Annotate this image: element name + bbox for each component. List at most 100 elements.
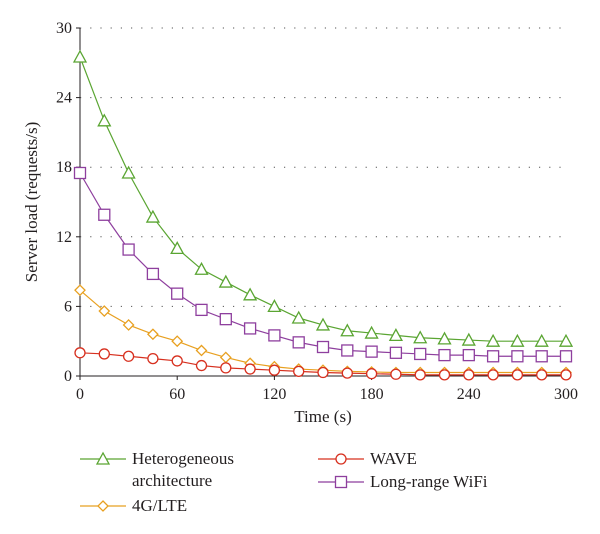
legend-diamond-icon [80, 500, 126, 512]
data-point [122, 243, 135, 256]
data-point [74, 347, 86, 359]
series-long-range-wifi [73, 166, 573, 363]
data-point [511, 369, 524, 381]
y-tick-label: 30 [56, 20, 72, 37]
series-4g-lte [74, 284, 572, 379]
data-point [121, 165, 136, 179]
data-point [510, 333, 525, 347]
data-point [413, 330, 428, 344]
x-tick-label: 180 [360, 386, 384, 403]
data-point [462, 348, 475, 362]
data-point [243, 287, 258, 301]
data-point [194, 261, 209, 275]
legend-label-heterogeneous-line1: Heterogeneous [132, 449, 234, 468]
data-point [389, 346, 403, 359]
y-tick-label: 0 [64, 368, 72, 385]
data-point [315, 317, 331, 331]
x-tick-label: 300 [554, 386, 578, 403]
data-point [170, 241, 185, 255]
data-point [461, 332, 476, 346]
x-tick-label: 120 [262, 386, 286, 403]
data-point [219, 351, 232, 364]
data-point [146, 267, 160, 281]
data-point [535, 350, 548, 363]
data-point [558, 333, 574, 347]
data-point [414, 347, 427, 361]
data-point [341, 367, 353, 379]
data-point [536, 369, 548, 381]
data-point [98, 208, 111, 221]
series-wave [74, 347, 572, 381]
legend-marker [95, 451, 111, 465]
x-tick-label: 240 [457, 386, 481, 403]
data-point [171, 287, 184, 300]
data-point [438, 348, 451, 362]
data-point [147, 352, 159, 365]
data-point [73, 166, 87, 180]
legend-marker [334, 475, 348, 489]
data-point [559, 350, 573, 363]
data-point [511, 350, 524, 363]
data-point [146, 328, 159, 341]
legend-label-heterogeneous: Heterogeneous architecture [132, 448, 234, 492]
data-point [171, 335, 184, 348]
data-point [145, 209, 160, 223]
data-point [438, 369, 451, 381]
data-point [218, 274, 233, 288]
data-point [340, 323, 355, 337]
data-point [244, 363, 256, 375]
data-point [219, 313, 232, 326]
legend-label-heterogeneous-line2: architecture [132, 471, 213, 490]
legend-marker [97, 500, 109, 512]
data-point [293, 365, 305, 378]
data-point [122, 319, 135, 331]
legend-label-long-range-wifi: Long-range WiFi [370, 472, 488, 491]
data-point [487, 369, 499, 381]
data-point [341, 344, 354, 357]
data-point [291, 310, 306, 324]
data-point [463, 369, 475, 381]
legend-circle-icon [318, 453, 364, 465]
legend-marker [335, 453, 347, 465]
data-point [195, 359, 208, 372]
y-tick-label: 6 [64, 298, 72, 315]
series-heterogeneous-architecture [72, 49, 574, 347]
data-point [486, 333, 501, 347]
data-point [390, 368, 402, 380]
data-point [74, 284, 86, 297]
data-point [364, 325, 379, 339]
data-point [122, 350, 135, 362]
x-tick-label: 0 [76, 386, 84, 403]
data-point [267, 299, 282, 313]
data-point [317, 366, 329, 379]
data-point [388, 328, 403, 342]
data-point [243, 322, 257, 335]
y-axis-label: Server load (requests/s) [22, 122, 41, 283]
legend-triangle-icon [80, 451, 126, 465]
x-tick-label: 60 [169, 386, 185, 403]
x-axis-label: Time (s) [294, 407, 351, 426]
y-tick-label: 24 [56, 90, 72, 107]
data-point [534, 333, 549, 347]
data-point [268, 329, 281, 342]
data-point [414, 369, 426, 381]
data-point [195, 303, 208, 317]
data-point [72, 49, 88, 63]
data-point [292, 336, 305, 349]
data-point [486, 350, 500, 363]
legend-label-wave: WAVE [370, 449, 417, 468]
data-point [98, 305, 111, 317]
legend-square-icon [318, 475, 364, 489]
data-point [220, 362, 232, 374]
data-point [268, 364, 281, 376]
series-line [79, 56, 566, 342]
data-point [97, 113, 112, 127]
y-tick-label: 12 [56, 229, 72, 246]
data-point [171, 355, 183, 367]
data-point [98, 348, 110, 360]
data-point [365, 368, 378, 380]
data-point [437, 331, 452, 345]
data-point [365, 345, 378, 358]
data-point [560, 369, 572, 381]
